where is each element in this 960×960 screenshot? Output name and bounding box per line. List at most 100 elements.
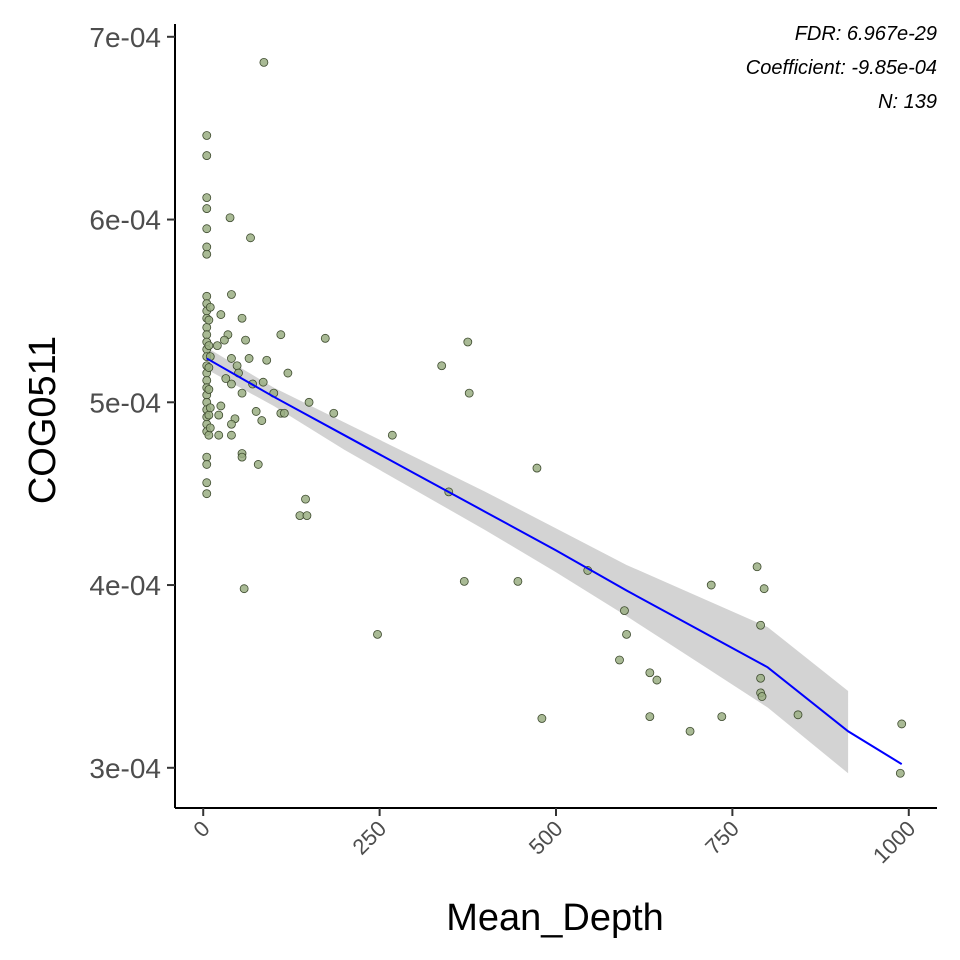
x-tick-label: 1000 bbox=[868, 816, 920, 868]
data-point bbox=[202, 478, 212, 488]
data-point bbox=[717, 712, 727, 722]
data-point bbox=[251, 407, 261, 416]
data-point bbox=[205, 403, 215, 413]
annotation-coefficient: Coefficient: -9.85e-04 bbox=[746, 57, 937, 79]
data-point bbox=[645, 668, 655, 678]
data-point bbox=[205, 302, 215, 312]
data-point bbox=[756, 673, 766, 683]
data-point bbox=[227, 354, 236, 363]
data-point bbox=[212, 341, 222, 351]
data-point bbox=[241, 335, 250, 345]
data-point bbox=[202, 224, 212, 234]
data-point bbox=[232, 361, 242, 371]
data-point bbox=[463, 337, 473, 347]
data-point bbox=[685, 726, 695, 736]
data-point bbox=[387, 430, 397, 440]
data-point bbox=[759, 584, 769, 594]
data-point bbox=[706, 580, 716, 590]
data-point bbox=[537, 714, 547, 723]
data-point bbox=[373, 629, 382, 639]
data-point bbox=[244, 354, 254, 363]
data-point bbox=[202, 375, 212, 385]
data-point bbox=[329, 408, 339, 418]
data-point bbox=[304, 397, 314, 407]
data-point bbox=[202, 330, 212, 340]
data-point bbox=[204, 363, 214, 372]
data-point bbox=[227, 430, 236, 440]
data-point bbox=[513, 576, 523, 586]
y-tick-label: 4e-04 bbox=[89, 570, 161, 601]
data-point bbox=[216, 401, 226, 411]
data-point bbox=[202, 489, 212, 499]
data-point bbox=[283, 368, 293, 378]
data-point bbox=[897, 719, 907, 729]
data-point bbox=[202, 242, 212, 252]
data-point bbox=[437, 361, 447, 371]
data-point bbox=[214, 410, 224, 420]
data-point bbox=[204, 315, 214, 325]
data-point bbox=[227, 290, 236, 299]
data-point bbox=[259, 57, 269, 67]
data-point bbox=[459, 576, 469, 586]
data-point bbox=[202, 452, 212, 462]
data-point bbox=[652, 675, 662, 685]
data-point bbox=[302, 511, 312, 520]
x-tick-label: 750 bbox=[700, 816, 744, 860]
y-tick-label: 5e-04 bbox=[89, 387, 161, 418]
data-point bbox=[622, 629, 631, 639]
data-point bbox=[257, 416, 267, 425]
data-point bbox=[204, 410, 214, 420]
data-point bbox=[219, 335, 229, 345]
data-point bbox=[216, 310, 226, 319]
data-point bbox=[202, 204, 212, 213]
data-point bbox=[757, 692, 767, 701]
data-point bbox=[239, 584, 249, 594]
fit-line-group bbox=[206, 357, 903, 765]
data-point bbox=[237, 388, 247, 398]
data-point bbox=[237, 313, 247, 323]
y-tick-label: 3e-04 bbox=[89, 753, 161, 784]
data-point bbox=[202, 322, 212, 332]
data-point bbox=[301, 494, 310, 504]
data-point bbox=[202, 249, 212, 259]
data-points bbox=[202, 57, 907, 778]
data-point bbox=[756, 620, 766, 630]
y-tick-label: 7e-04 bbox=[89, 22, 161, 53]
data-point bbox=[464, 388, 474, 398]
data-point bbox=[202, 193, 212, 203]
x-tick-label: 0 bbox=[188, 816, 214, 842]
data-point bbox=[262, 355, 272, 365]
x-axis-title: Mean_Depth bbox=[446, 897, 664, 939]
data-point bbox=[205, 423, 215, 433]
y-axis-title: COG0511 bbox=[22, 336, 64, 504]
data-point bbox=[221, 374, 231, 383]
data-point bbox=[204, 430, 214, 440]
data-point bbox=[202, 460, 212, 469]
data-point bbox=[258, 377, 268, 387]
annotation-n: N: 139 bbox=[878, 91, 937, 113]
x-tick-label: 500 bbox=[524, 816, 568, 860]
data-point bbox=[202, 151, 212, 160]
data-point bbox=[202, 291, 212, 301]
data-point bbox=[253, 460, 263, 469]
data-point bbox=[645, 712, 655, 722]
confidence-band-group bbox=[206, 347, 849, 774]
confidence-band bbox=[206, 347, 849, 774]
regression-line bbox=[206, 357, 903, 765]
data-point bbox=[320, 333, 330, 343]
annotation-fdr: FDR: 6.967e-29 bbox=[795, 23, 937, 45]
x-axis-ticks: 0 250 500 750 1000 bbox=[188, 808, 920, 868]
data-point bbox=[895, 768, 905, 778]
data-point bbox=[279, 408, 289, 418]
y-tick-label: 6e-04 bbox=[89, 205, 161, 236]
data-point bbox=[202, 131, 212, 140]
y-axis-ticks: 3e-04 4e-04 5e-04 6e-04 7e-04 bbox=[89, 22, 175, 784]
data-point bbox=[204, 341, 214, 351]
data-point bbox=[752, 562, 762, 572]
data-point bbox=[227, 379, 236, 389]
x-tick-label: 250 bbox=[348, 816, 392, 860]
data-point bbox=[532, 463, 542, 473]
data-point bbox=[246, 233, 255, 243]
data-point bbox=[225, 213, 235, 223]
data-point bbox=[214, 430, 224, 440]
